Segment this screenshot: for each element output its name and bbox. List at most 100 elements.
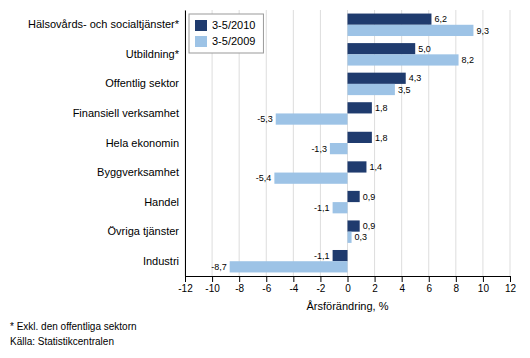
x-tick-mark [510,276,511,282]
x-axis-title: Årsförändring, % [307,300,389,312]
legend-item: 3-5/2009 [195,35,255,47]
x-tick-label: -10 [205,283,220,294]
x-tick-label: -2 [316,283,325,294]
legend-swatch [195,36,207,47]
x-axis-line [186,277,511,283]
y-tick: Offentlig sektor [105,77,185,89]
grid-line [185,10,186,276]
data-label: 0,9 [363,221,376,231]
data-label: -1,1 [314,203,330,213]
y-axis: IndustriÖvriga tjänsterHandelByggverksam… [28,11,186,277]
x-tick-label: 2 [372,283,378,294]
x-tick: -4 [289,276,298,294]
y-tick: Hela ekonomin [106,137,185,149]
bar [230,261,348,272]
x-tick-label: 6 [426,283,432,294]
x-tick-mark [320,276,321,282]
footnote: Källa: Statistikcentralen [10,336,114,347]
y-tick-label: Övriga tjänster [107,225,179,237]
x-tick: 8 [454,276,460,294]
y-tick-label: Hela ekonomin [106,137,179,149]
bar [348,14,432,25]
x-tick-mark [266,276,267,282]
x-tick: -12 [178,276,193,294]
bar [348,191,360,202]
x-tick: 6 [426,276,432,294]
y-tick: Handel [144,196,185,208]
y-tick-label: Byggverksamhet [97,166,179,178]
grid-line [266,10,267,276]
x-tick-label: -6 [262,283,271,294]
legend-label: 3-5/2010 [212,19,255,31]
x-tick: 12 [505,276,517,294]
y-tick: Övriga tjänster [107,225,185,237]
x-tick: -8 [235,276,244,294]
bar [333,202,348,213]
x-tick: 4 [399,276,405,294]
y-axis-line [185,11,186,277]
x-tick: 10 [478,276,490,294]
bar [348,220,360,231]
data-label: -5,4 [256,173,272,183]
x-tick-mark [293,276,294,282]
data-label: 0,3 [355,232,368,242]
data-label: 1,4 [369,162,382,172]
x-tick-mark [429,276,430,282]
x-tick-label: -12 [178,283,193,294]
footnote: * Exkl. den offentliga sektorn [10,321,137,332]
x-tick-mark [483,276,484,282]
y-tick-label: Hälsovårds- och socialtjänster* [28,18,180,30]
bar [348,73,406,84]
legend-item: 3-5/2010 [195,19,255,31]
x-tick-mark [239,276,240,282]
bar [276,113,348,124]
data-label: 0,9 [363,192,376,202]
legend-label: 3-5/2009 [212,35,255,47]
data-label: 9,3 [476,26,489,36]
y-tick: Finansiell verksamhet [73,107,185,119]
bar [348,43,416,54]
legend: 3-5/2010 3-5/2009 [189,14,263,53]
bars [230,14,474,273]
x-tick: -6 [262,276,271,294]
data-label: 8,2 [462,55,475,65]
x-tick-label: -4 [289,283,298,294]
bar [348,132,372,143]
x-tick-label: -8 [235,283,244,294]
bar [348,161,367,172]
x-tick-label: 10 [478,283,490,294]
y-tick-label: Offentlig sektor [105,77,179,89]
x-tick-mark [212,276,213,282]
x-tick-mark [375,276,376,282]
x-axis: -12 -10 -8 -6 -4 -2 0 2 4 6 8 10 12 [178,276,516,294]
data-label: 5,0 [418,44,431,54]
data-label: 3,5 [398,85,411,95]
grid-line [482,10,483,276]
bar [333,250,348,261]
x-tick-label: 4 [399,283,405,294]
x-tick: 2 [372,276,378,294]
bar [348,25,474,36]
y-tick: Hälsovårds- och socialtjänster* [28,18,185,30]
plot: -12-10-8-6-4-2024681012IndustriÖvriga tj… [28,10,517,294]
x-tick: 0 [345,276,351,294]
bar [348,102,372,113]
x-tick-mark [348,276,349,282]
y-tick-label: Finansiell verksamhet [73,107,179,119]
data-label: 6,2 [434,14,447,24]
data-label: -1,1 [314,251,330,261]
bar [348,54,459,65]
x-tick-label: 12 [505,283,517,294]
data-label: -5,3 [257,114,273,124]
grid-line [455,10,456,276]
y-tick: Byggverksamhet [97,166,185,178]
legend-frame [189,14,263,53]
grid-line [510,10,511,276]
bar [274,173,347,184]
x-tick-mark [456,276,457,282]
x-tick: -10 [205,276,220,294]
grid-line [293,10,294,276]
y-tick-label: Handel [144,196,179,208]
chart: -12-10-8-6-4-2024681012IndustriÖvriga tj… [0,0,530,358]
bar [348,232,352,243]
